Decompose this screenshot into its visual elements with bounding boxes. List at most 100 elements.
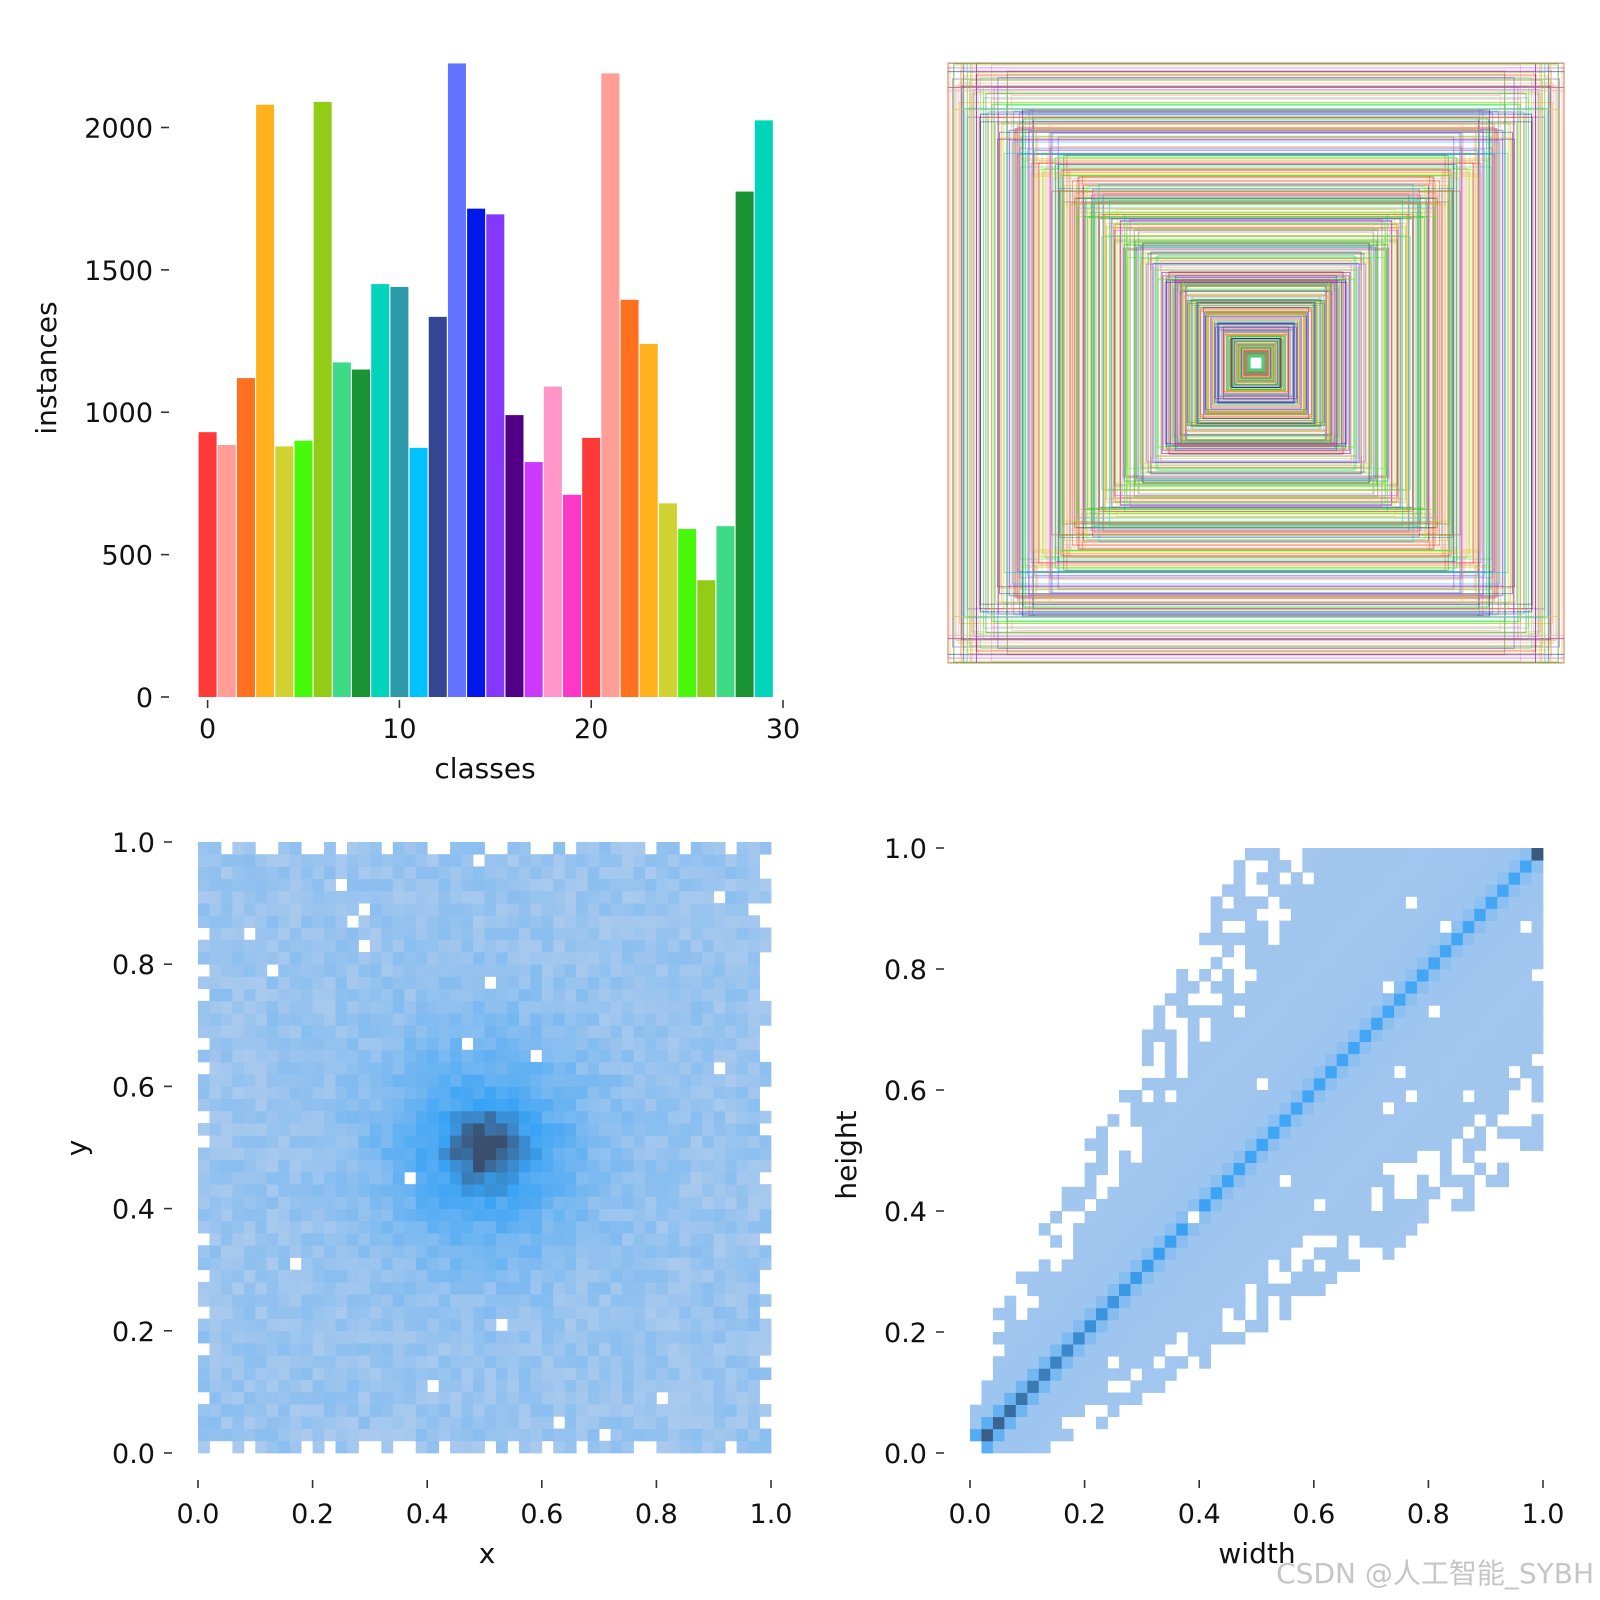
heatmap-cell xyxy=(1279,1211,1292,1224)
heatmap-cell xyxy=(690,1257,703,1271)
heatmap-cell xyxy=(1371,896,1383,909)
heatmap-cell xyxy=(1107,1114,1120,1127)
heatmap-cell xyxy=(1371,969,1383,982)
heatmap-cell xyxy=(1382,848,1395,861)
heatmap-cell xyxy=(759,1343,772,1356)
heatmap-cell xyxy=(1348,1102,1361,1115)
heatmap-cell xyxy=(644,1367,657,1381)
heatmap-cell xyxy=(518,1330,531,1344)
heatmap-cell xyxy=(450,1208,462,1222)
heatmap-cell xyxy=(324,1404,336,1417)
heatmap-cell xyxy=(1015,1356,1028,1369)
heatmap-cell xyxy=(1118,1174,1131,1188)
heatmap-cell xyxy=(1141,1380,1154,1393)
heatmap-cell xyxy=(473,1098,485,1112)
heatmap-cell xyxy=(209,903,222,916)
heatmap-cell xyxy=(633,1208,646,1222)
heatmap-cell xyxy=(622,1257,634,1271)
heatmap-cell xyxy=(1290,944,1303,958)
heatmap-cell xyxy=(255,1025,268,1038)
box-outline xyxy=(958,82,1554,644)
heatmap-cell xyxy=(667,878,680,892)
heatmap-cell xyxy=(484,1330,497,1344)
heatmap-cell xyxy=(381,1208,394,1222)
heatmap-cell xyxy=(1267,1065,1280,1079)
heatmap-cell xyxy=(312,1074,325,1087)
heatmap-cell xyxy=(198,1220,210,1234)
bar-class-1 xyxy=(217,444,236,697)
heatmap-cell xyxy=(484,1343,497,1356)
heatmap-cell xyxy=(1497,1126,1510,1139)
heatmap-cell xyxy=(335,1379,348,1393)
heatmap-cell xyxy=(702,1428,715,1442)
heatmap-cell xyxy=(564,1061,577,1075)
heatmap-cell xyxy=(438,915,451,928)
heatmap-cell xyxy=(1061,1271,1074,1284)
heatmap-cell xyxy=(610,890,623,904)
heatmap-cell xyxy=(1073,1271,1085,1284)
heatmap-cell xyxy=(324,1257,336,1271)
heatmap-cell xyxy=(1348,1090,1361,1103)
heatmap-cell xyxy=(1325,884,1338,897)
heatmap-cell xyxy=(1038,1259,1051,1272)
y-axis-ticks: 0.00.20.40.60.81.0 xyxy=(112,828,172,1470)
heatmap-cell xyxy=(495,1220,508,1234)
heatmap-cell xyxy=(1199,932,1212,946)
x-tick-label: 0.4 xyxy=(406,1499,449,1530)
heatmap-cell xyxy=(312,988,325,1002)
heatmap-cell xyxy=(1325,860,1338,873)
heatmap-cell xyxy=(553,1269,566,1283)
heatmap-cell xyxy=(484,915,497,928)
heatmap-cell xyxy=(415,1257,428,1271)
heatmap-cell xyxy=(473,1233,485,1246)
heatmap-cell xyxy=(335,1245,348,1258)
heatmap-cell xyxy=(255,915,268,928)
heatmap-cell xyxy=(1405,1211,1418,1224)
heatmap-cell xyxy=(564,1159,577,1173)
heatmap-cell xyxy=(610,1123,623,1136)
box-outline xyxy=(1164,274,1348,452)
heatmap-cell xyxy=(301,951,313,965)
heatmap-cell xyxy=(278,1171,291,1185)
heatmap-cell xyxy=(1359,1162,1372,1176)
heatmap-cell xyxy=(507,1208,520,1222)
heatmap-cell xyxy=(702,1269,715,1283)
heatmap-cell xyxy=(358,1306,371,1319)
heatmap-cell xyxy=(1382,1247,1395,1260)
heatmap-cell xyxy=(1336,944,1349,958)
heatmap-cell xyxy=(576,976,589,990)
heatmap-cell xyxy=(1141,1126,1154,1139)
heatmap-cell xyxy=(404,976,417,990)
heatmap-cell xyxy=(1176,1295,1189,1309)
heatmap-cell xyxy=(289,1171,302,1185)
heatmap-cell xyxy=(748,1428,760,1442)
heatmap-cell xyxy=(392,1037,405,1051)
heatmap-cell xyxy=(1325,1077,1338,1091)
heatmap-cell xyxy=(1279,932,1292,946)
heatmap-cell xyxy=(404,1074,417,1087)
heatmap-cell xyxy=(220,1391,233,1405)
heatmap-cell xyxy=(1050,1307,1063,1321)
heatmap-cell xyxy=(1164,1029,1177,1042)
heatmap-cell xyxy=(427,951,440,965)
heatmap-cell xyxy=(369,890,382,904)
heatmap-cell xyxy=(484,1123,497,1136)
heatmap-cell xyxy=(576,1281,589,1295)
heatmap-cell xyxy=(450,1245,462,1258)
heatmap-cell xyxy=(1416,969,1429,982)
heatmap-cell xyxy=(576,1135,589,1148)
heatmap-cell xyxy=(1313,848,1326,861)
heatmap-cell xyxy=(748,1013,760,1026)
heatmap-cell xyxy=(1325,969,1338,982)
heatmap-cell xyxy=(541,939,554,953)
heatmap-cell xyxy=(633,1330,646,1344)
heatmap-cell xyxy=(450,1391,462,1405)
heatmap-cell xyxy=(381,1098,394,1112)
heatmap-cell xyxy=(736,1061,749,1075)
heatmap-cell xyxy=(1336,1065,1349,1079)
heatmap-cell xyxy=(1118,1368,1131,1381)
heatmap-cell xyxy=(404,1257,417,1271)
heatmap-cell xyxy=(484,1147,497,1161)
heatmap-cell xyxy=(1302,1271,1315,1284)
heatmap-cell xyxy=(1508,944,1521,958)
